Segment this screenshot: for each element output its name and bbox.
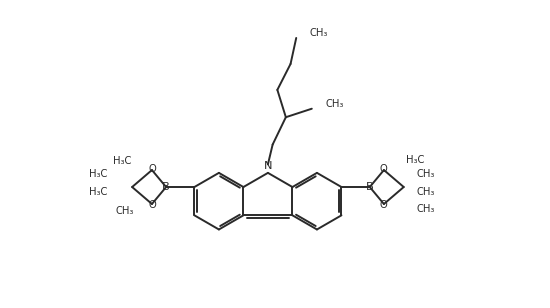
Text: CH₃: CH₃: [417, 187, 435, 197]
Text: H₃C: H₃C: [113, 156, 131, 166]
Text: O: O: [379, 164, 387, 174]
Text: O: O: [379, 200, 387, 210]
Text: H₃C: H₃C: [89, 169, 108, 179]
Text: N: N: [263, 161, 272, 171]
Text: B: B: [162, 181, 169, 192]
Text: CH₃: CH₃: [417, 169, 435, 179]
Text: CH₃: CH₃: [116, 206, 134, 216]
Text: CH₃: CH₃: [310, 28, 328, 38]
Text: B: B: [366, 181, 374, 192]
Text: CH₃: CH₃: [326, 99, 344, 109]
Text: O: O: [148, 164, 156, 174]
Text: H₃C: H₃C: [406, 155, 425, 165]
Text: H₃C: H₃C: [89, 187, 108, 197]
Text: CH₃: CH₃: [417, 204, 435, 214]
Text: O: O: [148, 200, 156, 210]
